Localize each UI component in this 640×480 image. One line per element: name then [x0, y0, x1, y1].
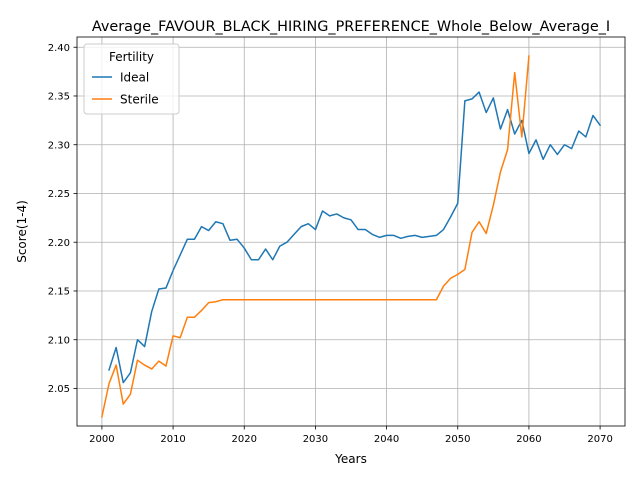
legend-title: Fertility — [109, 50, 154, 64]
y-tick-label: 2.20 — [48, 238, 70, 249]
x-tick-label: 2020 — [232, 434, 257, 445]
y-tick-label: 2.10 — [48, 335, 70, 346]
x-tick-label: 2030 — [303, 434, 328, 445]
legend: Fertility Ideal Sterile — [83, 43, 180, 115]
x-tick-label: 2040 — [374, 434, 399, 445]
plot-frame — [76, 36, 626, 427]
x-tick-label: 2050 — [445, 434, 470, 445]
y-tick-label: 2.15 — [48, 287, 70, 298]
legend-label-ideal: Ideal — [120, 71, 149, 85]
chart-title: Average_FAVOUR_BLACK_HIRING_PREFERENCE_W… — [92, 19, 610, 35]
legend-box — [83, 43, 180, 115]
legend-label-sterile: Sterile — [120, 93, 159, 107]
series-line-ideal — [108, 91, 602, 384]
y-tick-label: 2.40 — [48, 43, 70, 54]
axes: 2000 2010 2020 2030 2040 2050 2060 2070 2.05 2.10… — [48, 43, 613, 445]
y-axis-label: Score(1-4) — [15, 200, 29, 263]
x-tick-label: 2070 — [587, 434, 612, 445]
y-tick-label: 2.35 — [48, 92, 70, 103]
x-tick-label: 2060 — [516, 434, 541, 445]
x-tick-label: 2000 — [89, 434, 114, 445]
x-axis-label: Years — [334, 452, 367, 466]
y-tick-label: 2.25 — [48, 189, 70, 200]
x-tick-label: 2010 — [160, 434, 185, 445]
series-lines — [101, 55, 602, 418]
y-tick-label: 2.30 — [48, 140, 70, 151]
series-line-sterile — [101, 55, 530, 418]
y-tick-label: 2.05 — [48, 384, 70, 395]
grid — [77, 37, 625, 426]
